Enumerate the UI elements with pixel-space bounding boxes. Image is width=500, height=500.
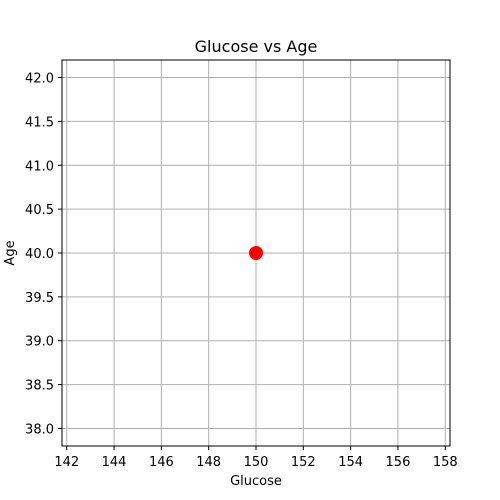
y-tick-label: 38.0 (25, 422, 54, 437)
y-tick-label: 39.5 (25, 291, 54, 306)
y-axis-label: Age (3, 240, 18, 265)
scatter-point (249, 246, 263, 260)
chart-title: Glucose vs Age (195, 37, 318, 56)
data-points (249, 246, 263, 260)
x-tick-label: 152 (291, 455, 316, 470)
x-axis-ticks: 142 144 146 148 150 152 154 156 158 (54, 446, 458, 470)
x-tick-label: 154 (338, 455, 363, 470)
x-axis-label: Glucose (230, 474, 282, 489)
y-tick-label: 41.5 (25, 115, 54, 130)
y-tick-label: 40.0 (25, 247, 54, 262)
y-axis-ticks: 38.0 38.5 39.0 39.5 40.0 40.5 41.0 41.5 42.0 (25, 72, 62, 437)
x-tick-label: 156 (386, 455, 411, 470)
x-tick-label: 158 (433, 455, 458, 470)
x-tick-label: 150 (244, 455, 269, 470)
x-tick-label: 146 (149, 455, 174, 470)
y-tick-label: 42.0 (25, 72, 54, 87)
y-tick-label: 40.5 (25, 203, 54, 218)
y-tick-label: 41.0 (25, 159, 54, 174)
x-tick-label: 148 (196, 455, 221, 470)
y-tick-label: 39.0 (25, 335, 54, 350)
x-tick-label: 144 (102, 455, 127, 470)
x-tick-label: 142 (54, 455, 79, 470)
plot-area-frame (61, 59, 451, 447)
y-tick-label: 38.5 (25, 379, 54, 394)
